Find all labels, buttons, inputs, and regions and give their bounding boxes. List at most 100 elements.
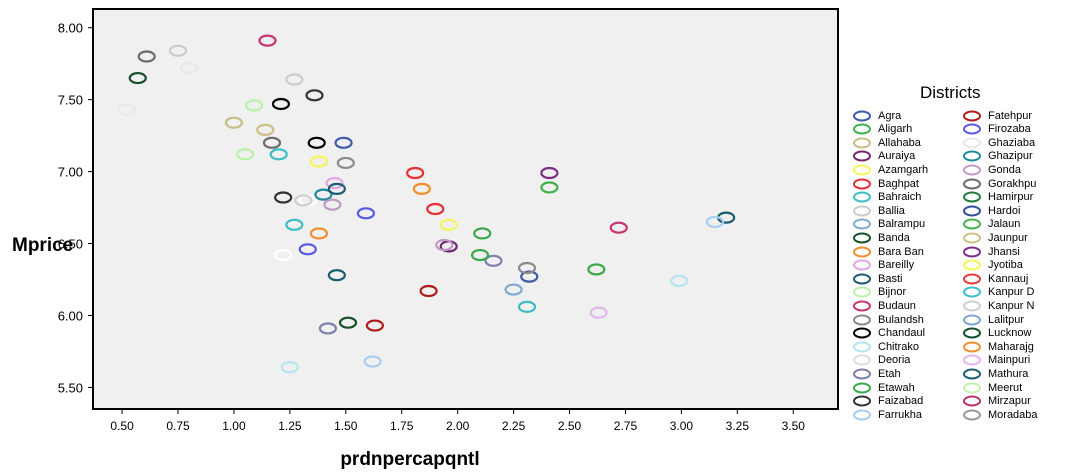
legend-item: Firozaba bbox=[962, 123, 1031, 136]
legend-item: Kannauj bbox=[962, 272, 1028, 285]
legend-marker bbox=[963, 409, 981, 421]
legend-marker bbox=[963, 327, 981, 339]
legend-marker bbox=[853, 368, 871, 380]
legend-marker bbox=[963, 191, 981, 203]
data-point-jhansi bbox=[540, 166, 559, 180]
legend-swatch bbox=[963, 123, 981, 135]
plot-area bbox=[92, 8, 839, 410]
legend-label: Bareilly bbox=[878, 259, 915, 272]
legend-item: Kanpur N bbox=[962, 299, 1034, 312]
legend-swatch bbox=[853, 341, 871, 353]
legend-item: Chitrako bbox=[852, 340, 919, 353]
data-point-azamgarh bbox=[439, 218, 458, 231]
legend-item: Jalaun bbox=[962, 218, 1020, 231]
legend-swatch bbox=[963, 354, 981, 366]
legend-label: Faizabad bbox=[878, 395, 924, 408]
legend-label: Azamgarh bbox=[878, 163, 929, 176]
legend-swatch bbox=[853, 395, 871, 407]
x-tick-label: 3.50 bbox=[782, 419, 806, 433]
legend-item: Chandaul bbox=[852, 327, 925, 340]
legend-label: Gonda bbox=[988, 163, 1022, 176]
data-point-fatehpur bbox=[419, 284, 438, 298]
legend-swatch bbox=[853, 409, 871, 421]
legend-marker bbox=[853, 137, 871, 149]
legend-item: Bara Ban bbox=[852, 245, 924, 258]
legend-marker bbox=[963, 368, 981, 380]
legend-swatch bbox=[963, 218, 981, 230]
legend-item: Baghpat bbox=[852, 177, 919, 190]
legend-marker bbox=[853, 178, 871, 189]
x-tick-label: 3.25 bbox=[726, 419, 750, 433]
legend-marker bbox=[963, 137, 981, 149]
legend-item: Ballia bbox=[852, 204, 905, 217]
legend-item: Moradaba bbox=[962, 408, 1038, 421]
data-point-etawah bbox=[473, 227, 492, 240]
legend-swatch bbox=[963, 150, 981, 162]
y-tick-label: 6.00 bbox=[58, 308, 83, 323]
data-point-gorakhpu bbox=[137, 50, 156, 63]
legend-marker bbox=[853, 409, 871, 421]
x-tick-label: 2.25 bbox=[502, 419, 526, 433]
legend-item: Faizabad bbox=[852, 395, 923, 408]
data-point-etawah bbox=[587, 263, 606, 276]
legend-swatch bbox=[963, 137, 981, 149]
legend-item: Jhansi bbox=[962, 245, 1020, 258]
legend-swatch bbox=[963, 409, 981, 421]
legend-marker bbox=[853, 395, 871, 407]
data-point-faizabad bbox=[274, 191, 293, 204]
legend-swatch bbox=[853, 354, 871, 366]
legend-label: Lucknow bbox=[988, 327, 1032, 340]
data-point-bahraich bbox=[517, 300, 537, 313]
legend-marker bbox=[963, 205, 981, 217]
legend-item: Gonda bbox=[962, 163, 1021, 176]
legend-marker bbox=[853, 150, 871, 162]
data-point-etawah bbox=[470, 248, 490, 262]
data-point-ballia bbox=[168, 44, 188, 57]
legend-marker bbox=[963, 273, 981, 285]
legend-label: Balrampu bbox=[878, 218, 926, 231]
legend-swatch bbox=[963, 259, 981, 271]
legend-label: Auraiya bbox=[878, 150, 916, 163]
legend-item: Maharajg bbox=[962, 340, 1034, 353]
legend-marker bbox=[853, 314, 871, 325]
legend-marker bbox=[853, 286, 871, 298]
legend-label: Mainpuri bbox=[988, 354, 1031, 367]
legend-item: Auraiya bbox=[852, 150, 915, 163]
y-axis-label: Mprice bbox=[12, 235, 73, 256]
data-point-gonda bbox=[323, 198, 342, 211]
legend-label: Hamirpur bbox=[988, 191, 1034, 204]
legend-item: Mainpuri bbox=[962, 354, 1030, 367]
legend-label: Lalitpur bbox=[988, 313, 1025, 326]
legend-swatch bbox=[853, 314, 871, 325]
legend-swatch bbox=[853, 191, 871, 203]
legend-swatch bbox=[853, 178, 871, 189]
data-point-allahaba bbox=[224, 116, 244, 129]
legend-item: Gorakhpu bbox=[962, 177, 1036, 190]
data-point-bara-ban bbox=[309, 227, 329, 240]
legend-marker bbox=[963, 354, 981, 366]
legend-swatch bbox=[853, 259, 871, 271]
legend-label: Chandaul bbox=[878, 327, 926, 340]
legend-item: Aligarh bbox=[852, 123, 912, 136]
data-point-bijnor bbox=[236, 148, 255, 161]
data-point-chandaul bbox=[271, 97, 291, 111]
data-point-bulandsh bbox=[517, 261, 537, 275]
legend-item: Bareilly bbox=[852, 259, 914, 272]
data-point-azamgarh bbox=[309, 155, 329, 168]
data-point-mainpuri bbox=[589, 306, 608, 319]
legend-item: Budaun bbox=[852, 299, 916, 312]
legend-swatch bbox=[963, 341, 981, 353]
legend-label: Banda bbox=[878, 231, 910, 244]
legend-marker bbox=[963, 232, 981, 244]
legend-item: Bahraich bbox=[852, 191, 921, 204]
data-point-firozaba bbox=[356, 207, 376, 220]
legend-marker bbox=[963, 314, 981, 325]
x-tick-label: 0.75 bbox=[166, 419, 190, 433]
legend-item: Fatehpur bbox=[962, 109, 1032, 122]
data-point-banda bbox=[338, 316, 358, 329]
data-point-banda bbox=[128, 71, 147, 85]
legend-item: Mathura bbox=[962, 367, 1028, 380]
legend-swatch bbox=[853, 205, 871, 217]
legend-swatch bbox=[853, 300, 871, 312]
legend-label: Ghazipur bbox=[988, 150, 1033, 163]
